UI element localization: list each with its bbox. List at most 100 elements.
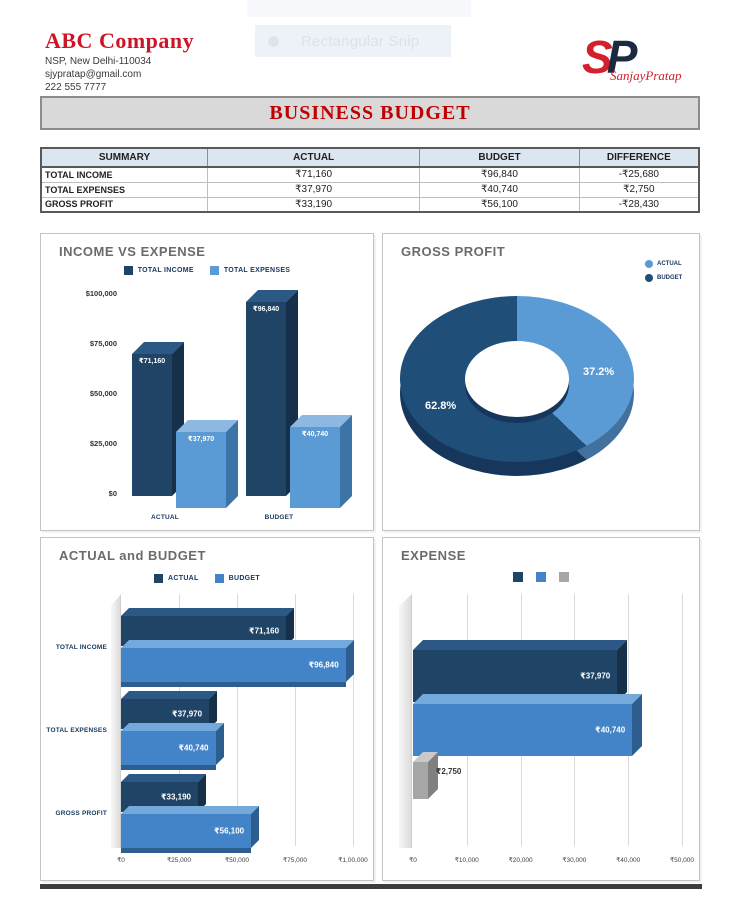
legend: [383, 572, 699, 582]
bar-side-face: [215, 723, 224, 765]
table-cell: ₹33,190: [206, 196, 421, 213]
col-header-budget: BUDGET: [419, 147, 580, 168]
bar-value-label: ₹37,970: [172, 709, 203, 719]
snip-label: Rectangular Snip: [301, 32, 420, 50]
company-logo: SP SanjayPratap: [582, 34, 707, 94]
rectangular-snip-button[interactable]: Rectangular Snip: [255, 25, 451, 57]
bar-value-label: ₹40,740: [178, 743, 209, 753]
legend-item-budget: BUDGET: [214, 574, 260, 583]
slice-label-budget: 62.8%: [425, 400, 457, 412]
chart-title: ACTUAL and BUDGET: [59, 548, 206, 563]
table-cell: TOTAL EXPENSES: [40, 181, 208, 198]
chart-title: GROSS PROFIT: [401, 244, 506, 259]
bar-value-label: ₹33,190: [160, 792, 191, 802]
bar-top-face: [121, 723, 224, 731]
table-cell: ₹40,740: [419, 181, 580, 198]
legend: TOTAL INCOME TOTAL EXPENSES: [41, 266, 373, 275]
chart-actual-and-budget: ACTUAL and BUDGET ACTUAL BUDGET TOTAL IN…: [40, 537, 374, 881]
table-cell: GROSS PROFIT: [40, 196, 208, 213]
gridline: [353, 594, 354, 846]
snip-ellipse-icon: [268, 35, 279, 47]
legend-item-budget: BUDGET: [645, 274, 682, 282]
legend-dot: [645, 274, 653, 282]
bar-side-face: [251, 806, 260, 848]
col-header-summary: SUMMARY: [40, 147, 208, 168]
title-banner: BUSINESS BUDGET: [40, 96, 700, 130]
bar-top-face: [121, 691, 218, 699]
bar-budget-1: ₹96,840: [121, 640, 354, 682]
y-category-label: TOTAL INCOME: [55, 644, 107, 651]
x-tick-label: ₹50,000: [224, 857, 250, 864]
legend-item-actual: ACTUAL: [645, 260, 682, 268]
legend: ACTUAL BUDGET: [645, 260, 682, 282]
x-category-label: ACTUAL: [151, 514, 179, 521]
logo-letter-s: S: [582, 31, 613, 83]
gridline: [295, 594, 296, 846]
bar-value-label: ₹37,970: [187, 436, 215, 444]
y-tick-label: $100,000: [85, 289, 117, 298]
bar-shadow-strip: [121, 682, 346, 687]
bar-budget-3: ₹56,100: [121, 806, 260, 848]
x-tick-label: ₹40,000: [616, 857, 641, 864]
summary-table: SUMMARY ACTUAL BUDGET DIFFERENCE TOTAL I…: [40, 147, 700, 213]
y-tick-label: $0: [108, 489, 117, 498]
logo-script-text: SanjayPratap: [610, 68, 682, 83]
page-title: BUSINESS BUDGET: [269, 101, 471, 124]
chart-expense: EXPENSE ₹37,970 ₹40,740 ₹2,750 ₹0 ₹10,000 ₹20…: [382, 537, 700, 881]
table-cell: ₹96,840: [419, 166, 580, 183]
legend-item-total-expenses: TOTAL EXPENSES: [209, 266, 290, 275]
table-cell: ₹2,750: [578, 181, 700, 198]
table-row: GROSS PROFIT ₹33,190 ₹56,100 -₹28,430: [40, 196, 700, 213]
table-row: TOTAL INCOME ₹71,160 ₹96,840 -₹25,680: [40, 166, 700, 183]
y-tick-label: $75,000: [89, 339, 117, 348]
company-name: ABC Company: [45, 28, 195, 53]
axis-wall: [111, 594, 121, 848]
bar-1: ₹37,970: [413, 640, 628, 702]
x-tick-label: ₹25,000: [166, 857, 192, 864]
legend-swatch: [209, 266, 219, 275]
snip-toolbar-edge: [247, 0, 471, 17]
bar-side-face: [340, 414, 352, 508]
donut-hole: [465, 341, 569, 417]
chart-gross-profit: GROSS PROFIT ACTUAL BUDGET 37.2% 62.8%: [382, 233, 700, 531]
bar-value-label: ₹96,840: [308, 660, 339, 670]
bar-3: [413, 752, 438, 799]
bar-expenses-budget: ₹40,740: [290, 414, 352, 508]
bar-2: ₹40,740: [413, 694, 643, 756]
bar-top-face: [413, 640, 628, 650]
x-tick-label: ₹20,000: [508, 857, 533, 864]
plot-area: ₹71,160 ₹37,970 ₹96,840 ₹40,740: [123, 290, 363, 508]
bar-group-budget: ₹96,840 ₹40,740: [246, 290, 352, 508]
legend-swatch: [513, 572, 523, 582]
axis-wall: [399, 594, 412, 848]
charts-area: INCOME VS EXPENSE TOTAL INCOME TOTAL EXP…: [40, 233, 702, 893]
legend-swatch: [214, 574, 224, 583]
slice-label-actual: 37.2%: [583, 366, 615, 378]
bar-side-face: [632, 694, 643, 756]
table-cell: -₹25,680: [578, 166, 700, 183]
chart-title: EXPENSE: [401, 548, 466, 563]
x-tick-label: ₹10,000: [454, 857, 479, 864]
company-address: NSP, New Delhi-110034: [45, 56, 152, 67]
table-cell: ₹56,100: [419, 196, 580, 213]
bar-value-label: ₹40,740: [595, 725, 626, 735]
bar-income-actual: ₹71,160: [132, 341, 184, 496]
chart-income-vs-expense: INCOME VS EXPENSE TOTAL INCOME TOTAL EXP…: [40, 233, 374, 531]
legend-item-total-income: TOTAL INCOME: [123, 266, 194, 275]
legend-item-actual: ACTUAL: [154, 574, 199, 583]
bar-top-face: [121, 608, 295, 616]
company-email: sjypratap@gmail.com: [45, 69, 142, 80]
gridline: [682, 594, 683, 846]
bar-value-label: ₹40,740: [301, 430, 329, 438]
table-row: TOTAL EXPENSES ₹37,970 ₹40,740 ₹2,750: [40, 181, 700, 198]
x-tick-label: ₹1,00,000: [338, 857, 368, 864]
legend: ACTUAL BUDGET: [41, 574, 373, 583]
sheet-bottom-edge: [40, 884, 702, 889]
x-tick-label: ₹50,000: [669, 857, 695, 864]
bar-shadow-strip: [121, 848, 252, 853]
bar-value-label: ₹71,160: [138, 357, 166, 365]
bar-value-label: ₹2,750: [435, 767, 462, 776]
table-cell: ₹37,970: [206, 181, 421, 198]
col-header-actual: ACTUAL: [206, 147, 421, 168]
donut-chart: 37.2% 62.8%: [399, 296, 635, 488]
